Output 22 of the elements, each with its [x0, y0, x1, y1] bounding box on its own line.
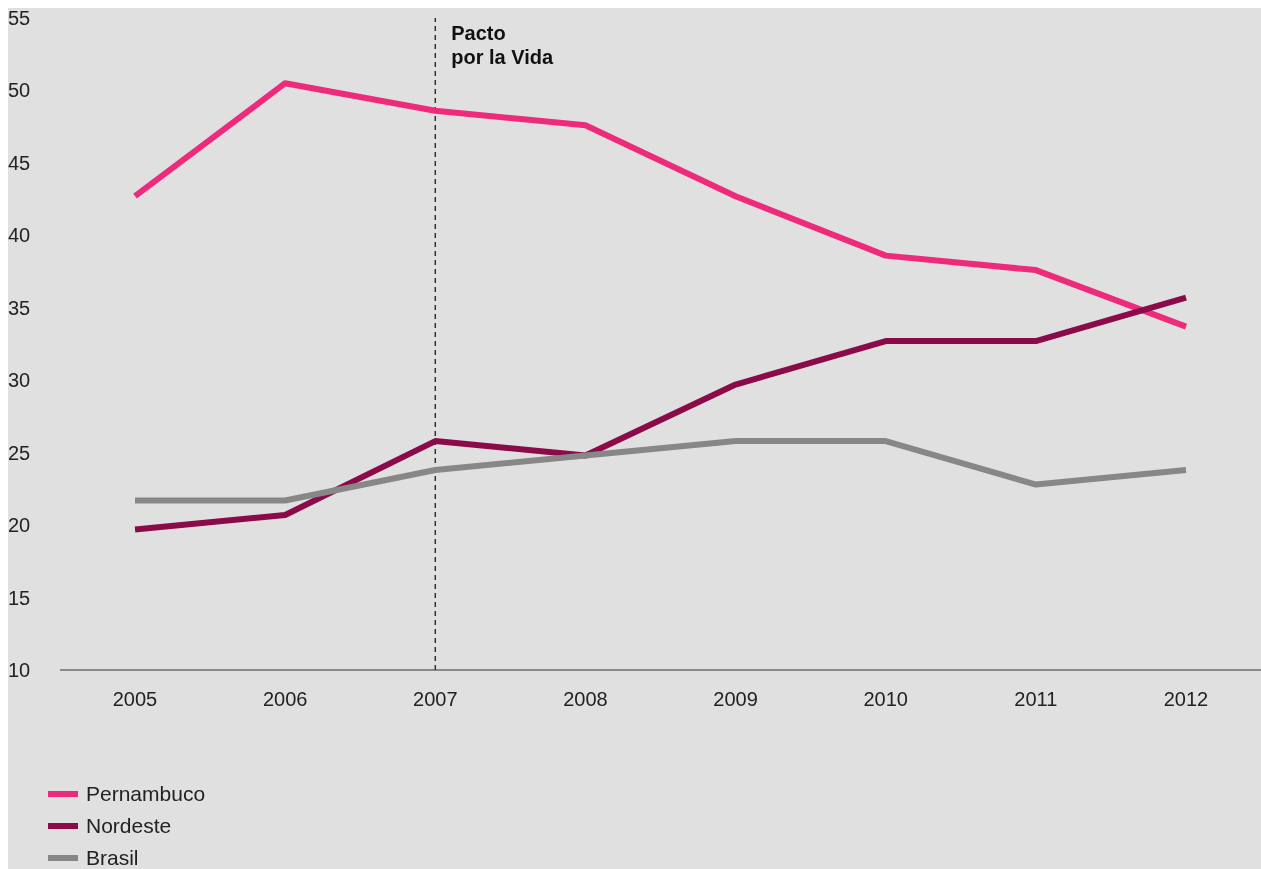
y-tick-label: 35 [8, 296, 31, 319]
x-tick-label: 2012 [1163, 688, 1209, 711]
x-tick-label: 2008 [563, 688, 608, 711]
ref-line-label: Pacto por la Vida [451, 22, 555, 68]
y-tick-label: 45 [8, 151, 31, 174]
x-tick-label: 2006 [262, 688, 308, 711]
y-tick-label: 20 [8, 514, 31, 537]
x-tick-label: 2007 [413, 688, 458, 711]
y-tick-label: 25 [8, 441, 31, 464]
y-tick-label: 10 [8, 659, 31, 681]
y-tick-label: 30 [8, 369, 31, 392]
y-tick-label: 40 [8, 224, 31, 247]
legend-label: Nordeste [86, 814, 172, 838]
y-tick-label: 15 [8, 586, 31, 609]
x-tick-label: 2005 [112, 688, 158, 711]
legend-label: Brasil [86, 846, 139, 869]
x-tick-label: 2009 [713, 688, 758, 711]
y-tick-label: 55 [8, 7, 31, 29]
x-tick-label: 2011 [1014, 688, 1058, 711]
legend-label: Pernambuco [86, 782, 206, 806]
x-tick-label: 2010 [863, 688, 908, 711]
y-tick-label: 50 [8, 79, 31, 102]
